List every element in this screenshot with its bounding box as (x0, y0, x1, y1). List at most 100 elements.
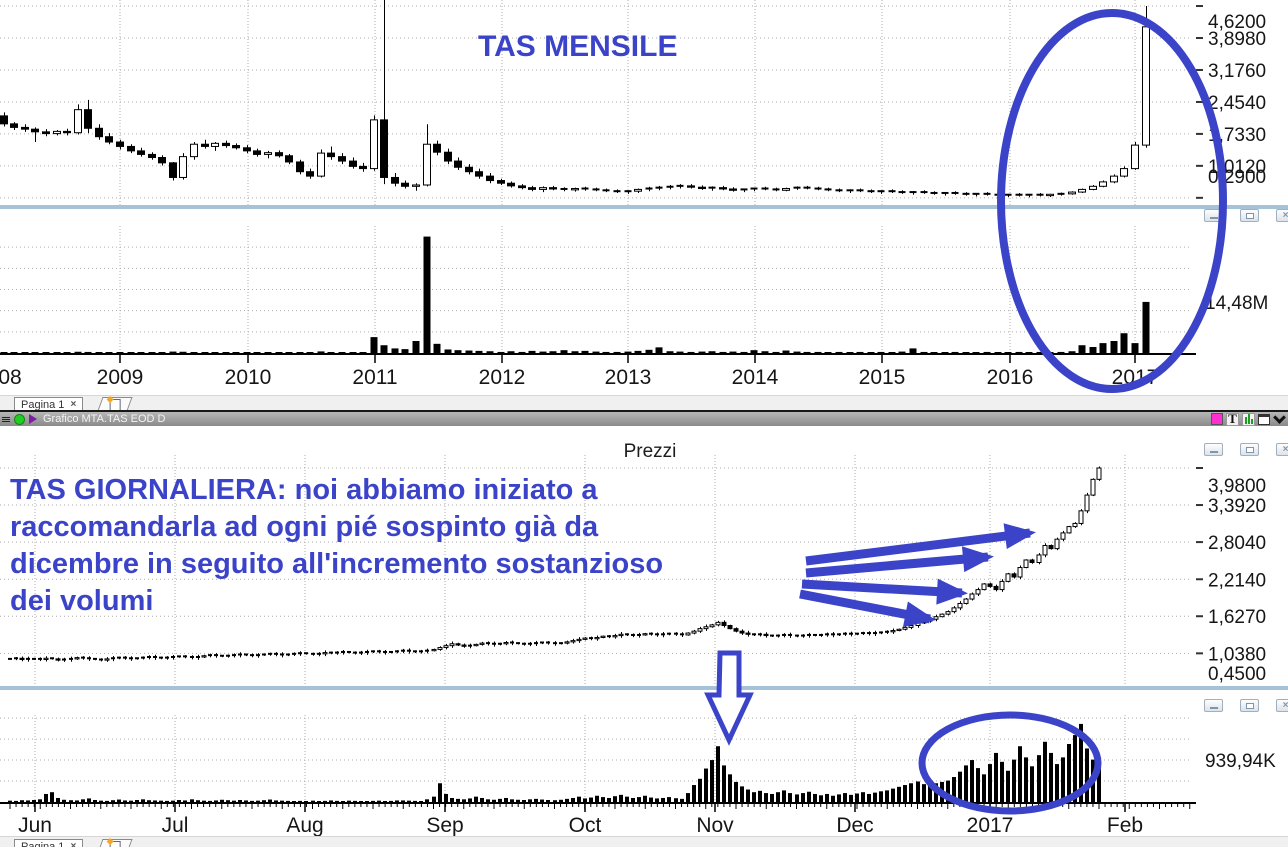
volume-bar (183, 800, 187, 802)
candle-body (148, 153, 156, 159)
minimize-button[interactable] (1204, 209, 1223, 222)
candle-body (412, 184, 420, 187)
volume-bar (835, 351, 843, 353)
candle-body (763, 633, 769, 637)
candle-body (461, 644, 467, 647)
candle-body (634, 188, 642, 192)
tab-pagina-1[interactable]: Pagina 1 × (14, 397, 84, 411)
candle-body (719, 187, 727, 190)
volume-bar (14, 800, 18, 802)
volume-bar (196, 800, 200, 802)
candle-body (317, 152, 325, 177)
monthly-pane-window-buttons: × (1204, 209, 1288, 222)
x-axis-label: 2015 (859, 366, 906, 389)
candle-body (449, 643, 455, 647)
volume-bar (202, 800, 206, 802)
volume-bar (1085, 748, 1089, 802)
volume-bar (983, 351, 991, 353)
candle-body (338, 156, 346, 162)
volume-bar (1068, 351, 1076, 353)
candle-body (739, 630, 745, 634)
volume-bar (329, 800, 333, 802)
maximize-button[interactable] (1240, 443, 1259, 456)
volume-bar (898, 351, 906, 353)
candle-body (975, 589, 981, 595)
candle-body (486, 175, 494, 182)
candle-body (576, 638, 582, 642)
volume-bar (909, 783, 913, 802)
volume-bar (752, 792, 756, 802)
volume-bar (930, 352, 938, 353)
candle-body (479, 642, 485, 645)
minimize-button[interactable] (1204, 443, 1223, 456)
candlestick-tool-icon[interactable] (1242, 412, 1255, 426)
window-tool-icon[interactable] (1258, 413, 1270, 425)
maximize-button[interactable] (1240, 699, 1259, 712)
volume-bar (87, 798, 91, 802)
titlebar-toolbar: T (1211, 411, 1286, 426)
volume-bar (1015, 351, 1023, 353)
highlight-color-icon[interactable] (1211, 413, 1223, 425)
volume-bar (686, 793, 690, 802)
volume-bar (879, 791, 883, 802)
new-page-tab[interactable] (97, 837, 133, 847)
maximize-button[interactable] (1240, 209, 1259, 222)
volume-bar (962, 352, 970, 353)
volume-bar (867, 352, 875, 353)
volume-bar (602, 351, 610, 353)
volume-bar (1079, 723, 1083, 802)
volume-bar (1091, 759, 1095, 802)
volume-bar (1073, 735, 1077, 802)
candle-body (1054, 538, 1060, 550)
candle-body (201, 143, 209, 147)
volume-bar (873, 792, 877, 802)
candle-body (443, 645, 449, 649)
volume-bar (137, 352, 145, 353)
close-button[interactable]: × (1276, 209, 1288, 222)
volume-bar (867, 793, 871, 802)
volume-bar (994, 352, 1002, 353)
volume-bar (63, 352, 71, 353)
maximize-icon (1245, 702, 1254, 709)
chevron-down-icon[interactable] (1273, 411, 1286, 426)
close-button[interactable]: × (1276, 443, 1288, 456)
candle-body (401, 182, 409, 187)
volume-bar (158, 352, 166, 353)
x-axis-label: 2017 (1112, 366, 1159, 389)
x-axis-label: Nov (696, 814, 734, 837)
volume-bar (897, 786, 901, 802)
candle-body (1046, 193, 1054, 197)
volume-bar (42, 352, 50, 353)
pane-title: Prezzi (623, 441, 677, 462)
new-page-tab[interactable] (97, 395, 133, 411)
candle-body (431, 648, 437, 652)
x-axis-label: 2009 (97, 366, 144, 389)
volume-bar (928, 785, 932, 802)
volume-bar (972, 352, 980, 353)
volume-bar (492, 799, 496, 802)
volume-bar (262, 800, 266, 802)
menu-icon[interactable] (2, 416, 10, 422)
volume-bar (958, 771, 962, 802)
candle-body (618, 633, 624, 637)
tab-pagina-1[interactable]: Pagina 1 × (14, 839, 84, 847)
close-tab-icon[interactable]: × (70, 398, 77, 410)
volume-bar (534, 798, 538, 802)
close-tab-icon[interactable]: × (70, 840, 77, 847)
volume-bar (1018, 746, 1022, 802)
volume-bar (407, 800, 411, 802)
volume-bar (338, 352, 346, 353)
volume-bar (389, 800, 393, 802)
volume-bar (95, 352, 103, 353)
volume-bar (26, 800, 30, 802)
minimize-button[interactable] (1204, 699, 1223, 712)
volume-bar (740, 786, 744, 802)
candle-body (95, 127, 103, 138)
chart-window-titlebar[interactable]: Grafico MTA.TAS EOD D T (0, 410, 1288, 426)
text-tool-icon[interactable]: T (1226, 411, 1239, 426)
x-axis-label: 2012 (479, 366, 526, 389)
close-button[interactable]: × (1276, 699, 1288, 712)
volume-bar (401, 349, 409, 353)
volume-bar (539, 351, 547, 353)
